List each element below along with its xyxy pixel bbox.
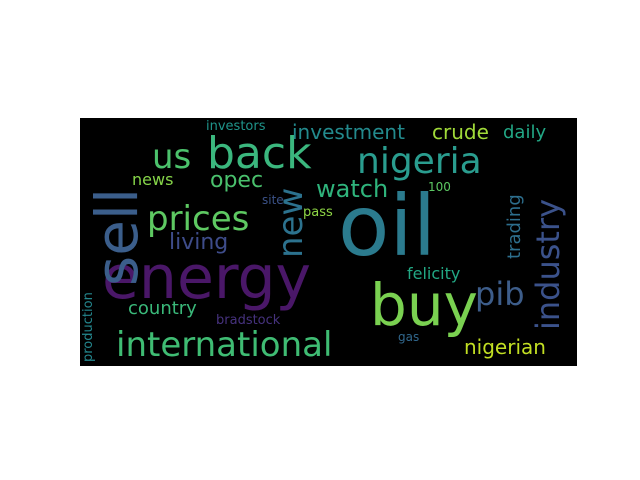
word-investors: investors [206, 119, 266, 134]
word-site: site [262, 193, 284, 207]
word-bradstock: bradstock [216, 313, 281, 328]
word-trading: trading [504, 194, 525, 259]
word-us: us [152, 137, 192, 177]
word-crude: crude [432, 120, 489, 144]
word-country: country [128, 298, 197, 319]
word-gas: gas [398, 330, 420, 344]
word-international: international [116, 325, 333, 365]
word-nigeria: nigeria [357, 141, 482, 182]
word-100: 100 [428, 180, 451, 194]
word-felicity: felicity [407, 264, 461, 283]
word-living: living [169, 230, 229, 255]
word-watch: watch [316, 175, 389, 203]
word-prices: prices [147, 199, 250, 239]
word-pib: pib [475, 275, 525, 313]
word-nigerian: nigerian [464, 335, 546, 359]
word-back: back [207, 128, 312, 179]
word-energy: energy [102, 243, 312, 313]
word-sell: sell [83, 187, 151, 286]
word-news: news [132, 170, 174, 189]
word-opec: opec [210, 168, 264, 193]
word-oil: oil [338, 177, 437, 275]
word-cloud: oil energy buy sell back international n… [80, 118, 577, 366]
word-production: production [81, 292, 96, 362]
word-buy: buy [370, 271, 478, 339]
word-industry: industry [529, 198, 567, 330]
word-investment: investment [292, 120, 405, 144]
word-daily: daily [503, 122, 547, 143]
word-pass: pass [303, 205, 333, 220]
